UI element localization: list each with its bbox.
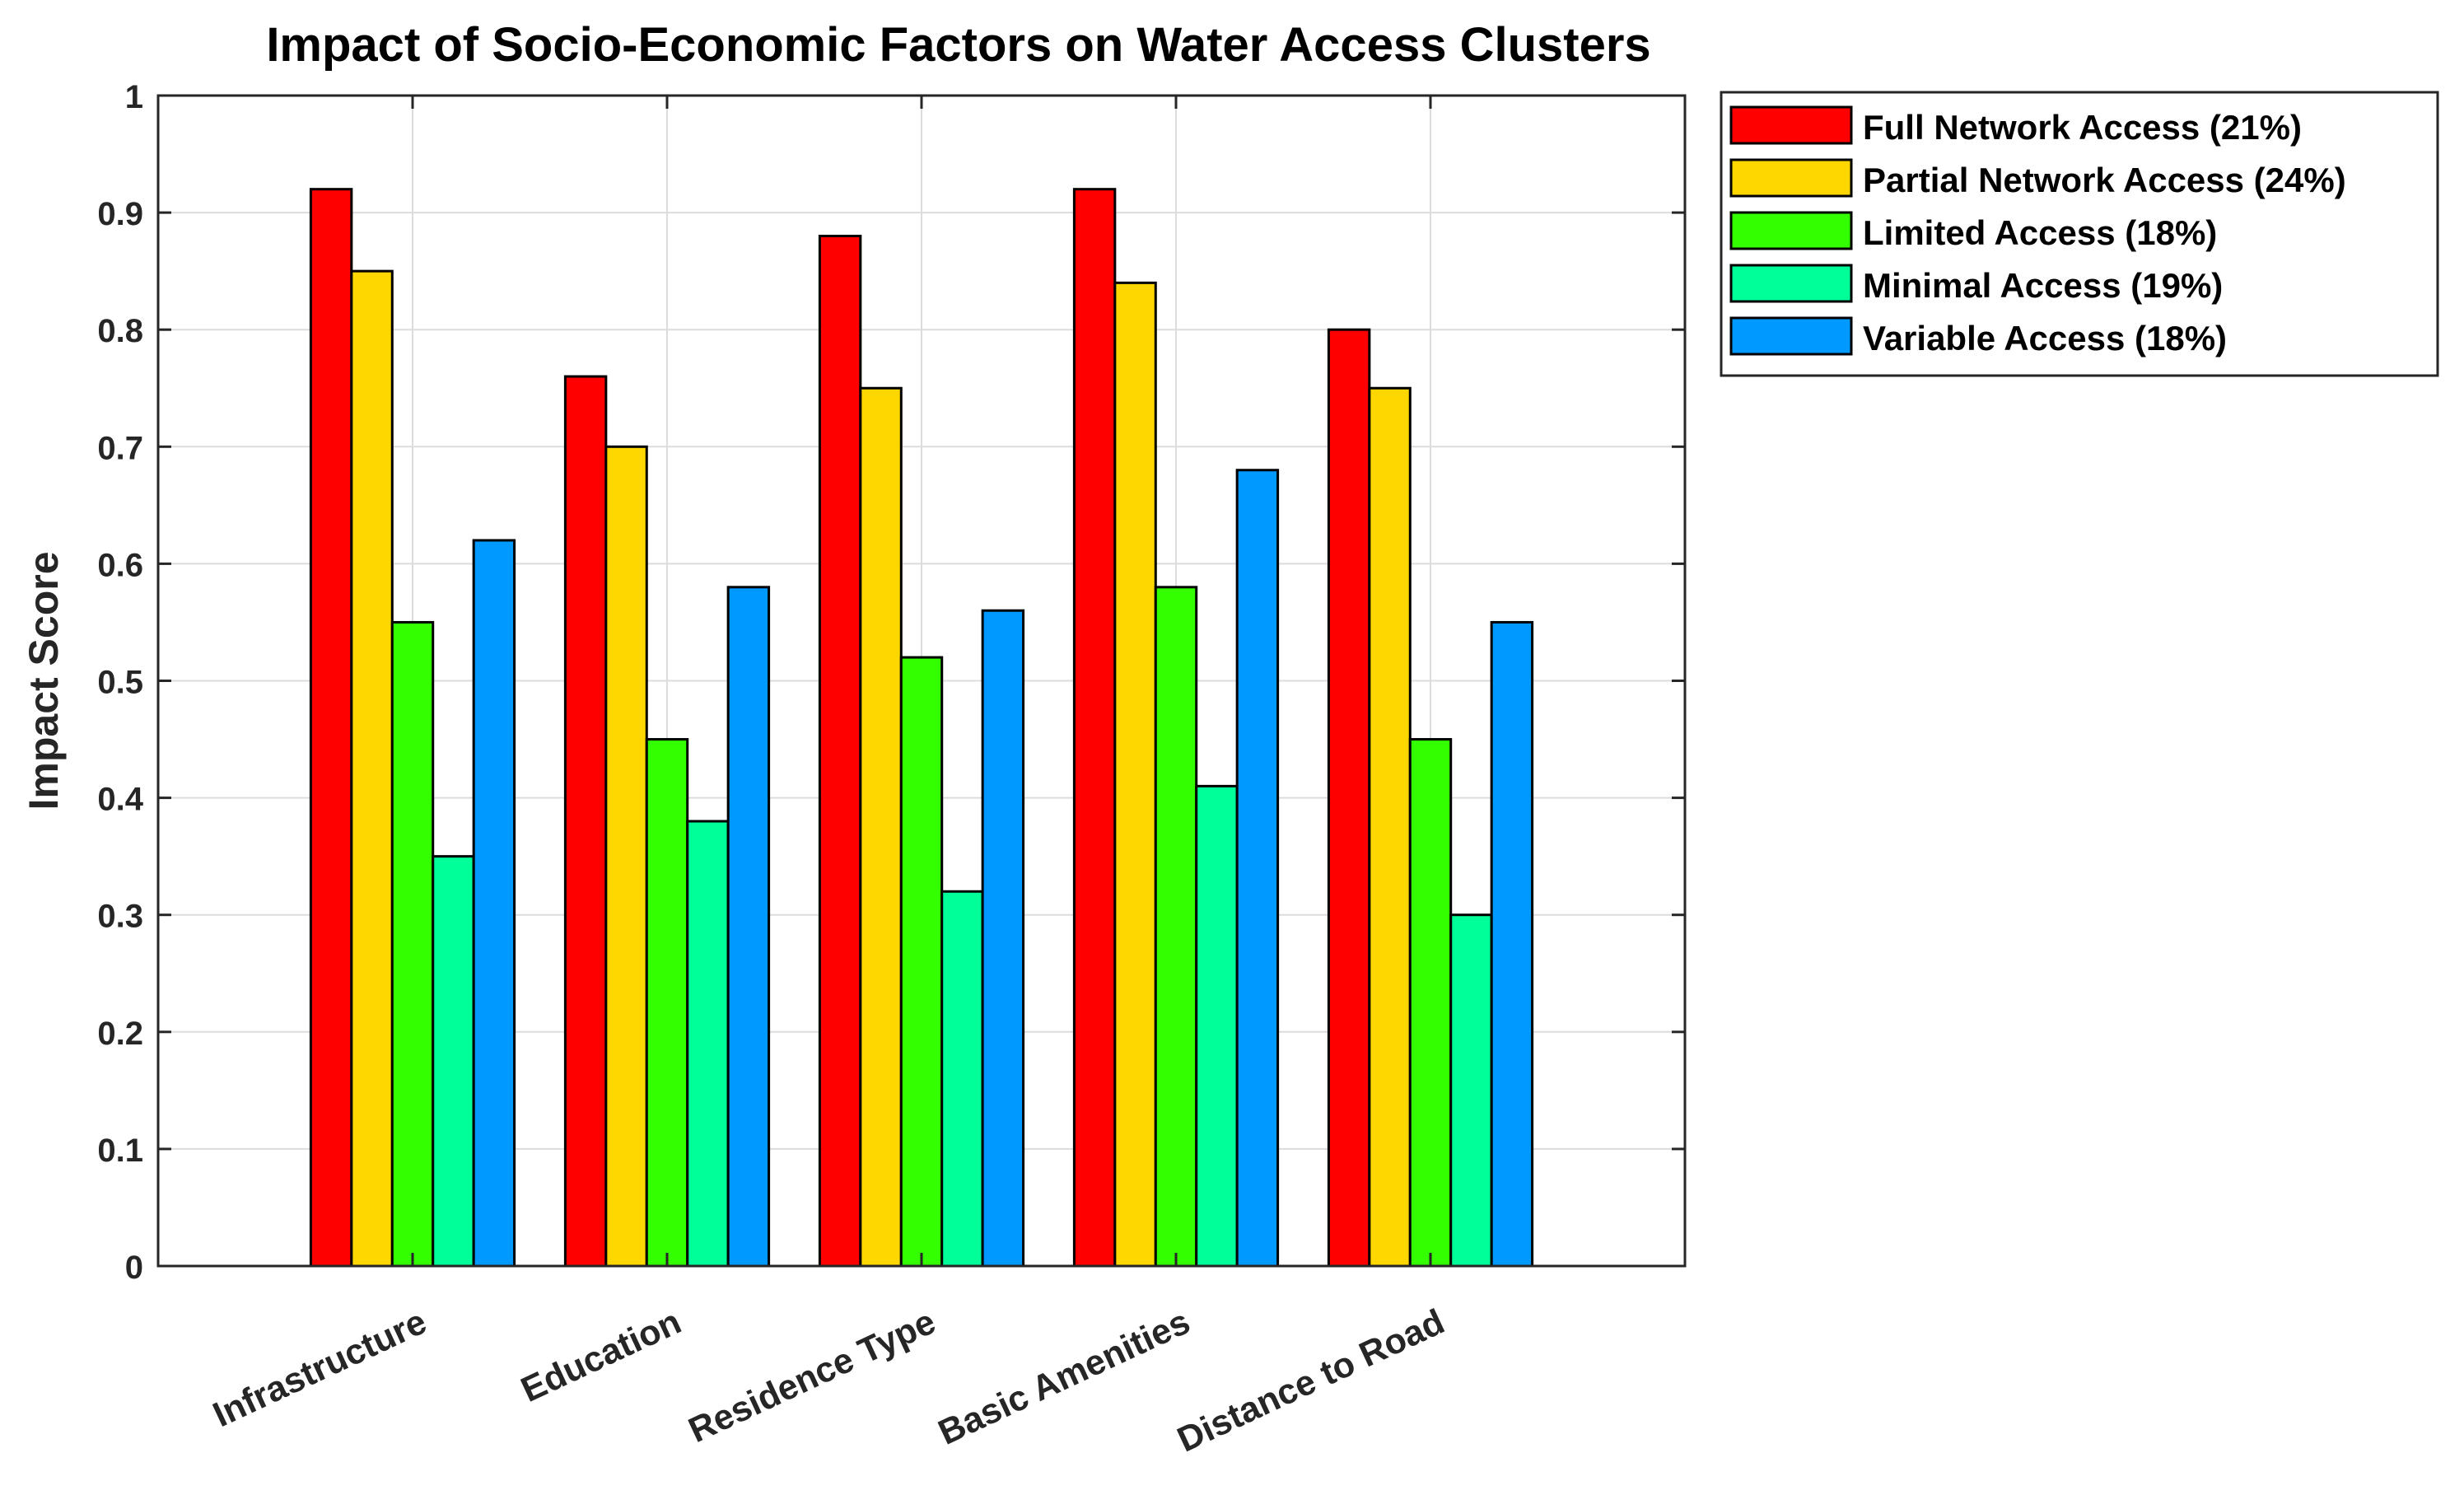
bar-infrastructure-series-5[interactable] — [472, 539, 516, 1268]
legend-label: Minimal Access (19%) — [1863, 266, 2223, 305]
bar-infrastructure-series-2[interactable] — [350, 269, 394, 1268]
bar-residence-type-series-3[interactable] — [899, 656, 944, 1268]
y-axis-tick-labels: 0 0.1 0.2 0.3 0.4 0.5 0.6 0.7 0.8 0.9 1 — [97, 79, 143, 1286]
bar-education-series-4[interactable] — [686, 820, 730, 1268]
bar-education-series-3[interactable] — [645, 738, 689, 1268]
y-tick-label: 0 — [125, 1250, 143, 1286]
y-tick-label: 0.3 — [97, 899, 143, 935]
y-tick-label: 0.6 — [97, 547, 143, 583]
bar-education-series-1[interactable] — [563, 375, 608, 1268]
bar-residence-type-series-1[interactable] — [818, 235, 862, 1268]
bar-infrastructure-series-1[interactable] — [309, 188, 353, 1268]
bar-distance-to-road-series-1[interactable] — [1327, 328, 1371, 1268]
bar-distance-to-road-series-4[interactable] — [1449, 913, 1493, 1268]
y-tick-label: 0.8 — [97, 313, 143, 349]
bar-education-series-5[interactable] — [726, 586, 771, 1268]
y-tick-label: 0.2 — [97, 1016, 143, 1052]
bar-basic-amenities-series-2[interactable] — [1113, 281, 1157, 1268]
legend-swatch — [1729, 316, 1853, 356]
legend-label: Limited Access (18%) — [1863, 213, 2217, 252]
legend-swatch — [1729, 158, 1853, 198]
y-tick-label: 0.1 — [97, 1133, 143, 1169]
legend-label: Full Network Access (21%) — [1863, 108, 2302, 147]
bar-infrastructure-series-3[interactable] — [390, 620, 435, 1268]
y-tick-label: 0.9 — [97, 196, 143, 232]
legend-label: Variable Access (18%) — [1863, 319, 2227, 357]
bar-residence-type-series-4[interactable] — [940, 890, 984, 1268]
legend-items: Full Network Access (21%) Partial Network… — [1729, 105, 2346, 357]
bar-distance-to-road-series-2[interactable] — [1368, 386, 1412, 1268]
bar-basic-amenities-series-3[interactable] — [1154, 586, 1198, 1268]
y-tick-label: 0.4 — [97, 782, 143, 818]
bar-basic-amenities-series-4[interactable] — [1195, 784, 1239, 1268]
y-tick-label: 1 — [125, 79, 143, 115]
legend-swatch — [1729, 211, 1853, 250]
bar-education-series-2[interactable] — [604, 445, 648, 1268]
legend[interactable]: Full Network Access (21%) Partial Network… — [1720, 91, 2439, 377]
bars — [309, 188, 1534, 1268]
y-axis-label: Impact Score — [21, 551, 67, 810]
axis-ticks — [158, 94, 1685, 1268]
bar-infrastructure-series-4[interactable] — [432, 855, 475, 1268]
bar-distance-to-road-series-3[interactable] — [1408, 738, 1453, 1268]
chart-title: Impact of Socio-Economic Factors on Wate… — [266, 18, 1650, 72]
bar-residence-type-series-5[interactable] — [981, 609, 1025, 1268]
bar-basic-amenities-series-5[interactable] — [1235, 469, 1280, 1268]
y-tick-label: 0.7 — [97, 430, 143, 466]
legend-swatch — [1729, 105, 1853, 145]
y-tick-label: 0.5 — [97, 665, 143, 701]
bar-residence-type-series-2[interactable] — [859, 386, 903, 1268]
bar-distance-to-road-series-5[interactable] — [1490, 620, 1534, 1268]
legend-swatch — [1729, 264, 1853, 303]
bar-basic-amenities-series-1[interactable] — [1072, 188, 1117, 1268]
legend-label: Partial Network Access (24%) — [1863, 161, 2346, 199]
